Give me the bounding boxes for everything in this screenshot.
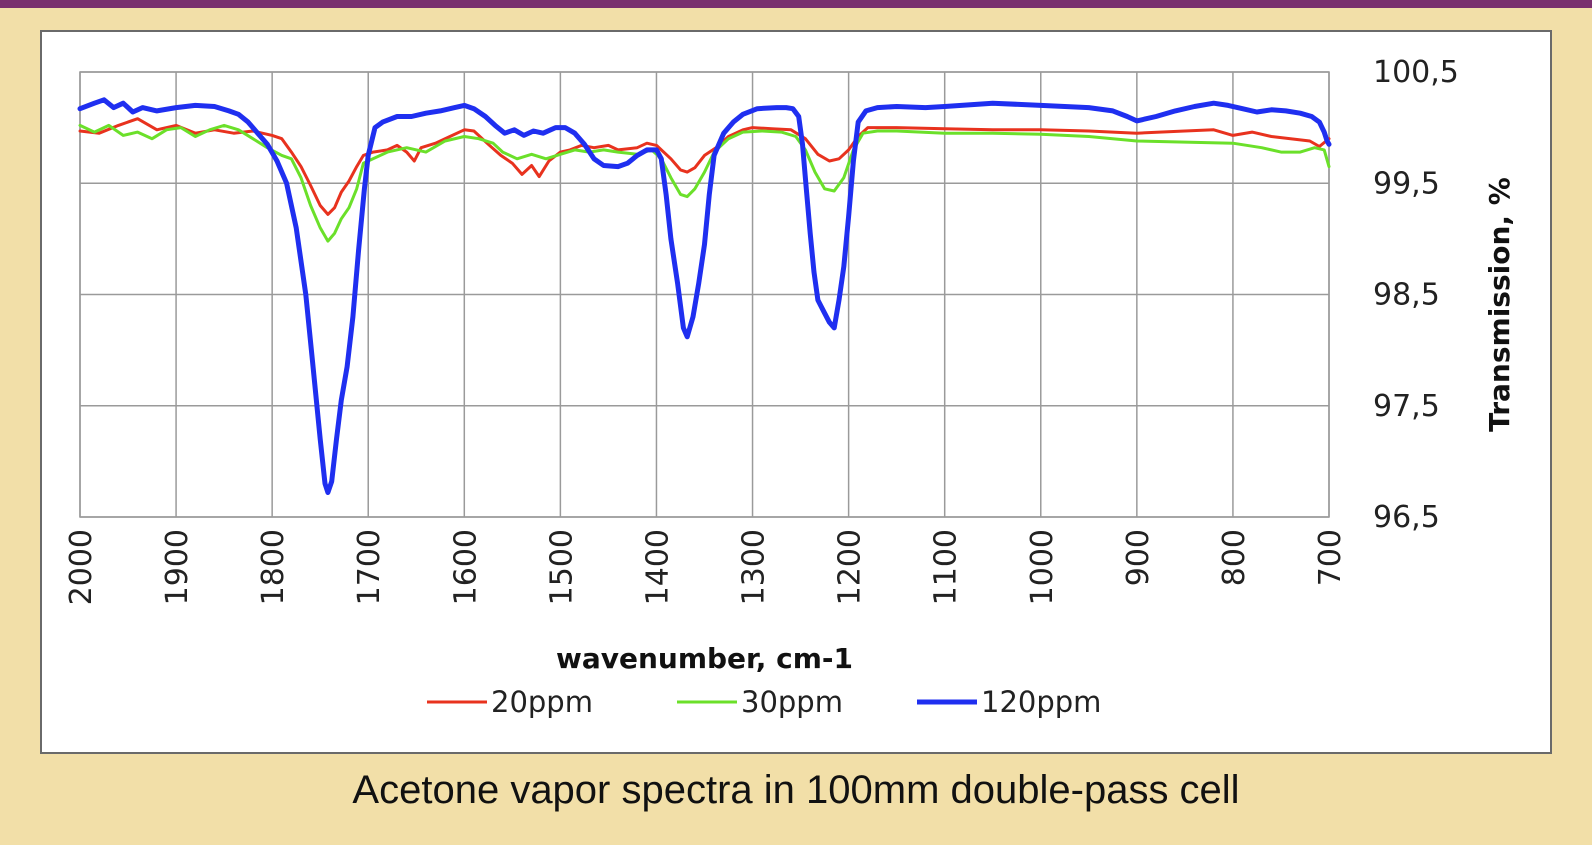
x-tick-label: 1000 [1025,529,1060,605]
grid-lines [79,71,1330,518]
x-tick-label: 2000 [64,529,99,605]
x-tick-label: 1200 [833,529,868,605]
series-line-120ppm [77,97,1332,495]
y-axis-label: Transmission, % [1483,177,1516,432]
x-tick-label: 1600 [448,529,483,605]
series-line-30ppm [78,123,1331,243]
x-axis-label: wavenumber, cm-1 [556,642,853,675]
x-tick-label: 1100 [929,529,964,605]
x-tick-label: 700 [1313,529,1348,586]
x-tick-label: 1800 [256,529,291,605]
x-tick-label: 900 [1121,529,1156,586]
series-line-20ppm [78,117,1331,216]
y-tick-label: 100,5 [1373,55,1459,90]
y-tick-label: 97,5 [1373,389,1440,424]
chart-frame: 2000 1900 1800 1700 1600 1500 1400 1300 1200 1100… [40,30,1552,754]
top-border-bar [0,0,1592,8]
legend-label-120ppm: 120ppm [981,685,1101,719]
x-tick-label: 1400 [640,529,675,605]
y-tick-label: 99,5 [1373,166,1440,201]
y-tick-label: 96,5 [1373,500,1440,535]
series-lines [77,97,1332,495]
plot-area-border [79,71,1330,518]
figure-caption: Acetone vapor spectra in 100mm double-pa… [352,768,1240,812]
legend-label-20ppm: 20ppm [491,685,593,719]
x-tick-label: 800 [1217,529,1252,586]
legend-label-30ppm: 30ppm [741,685,843,719]
x-tick-label: 1700 [352,529,387,605]
x-tick-label: 1300 [737,529,772,605]
axes: 2000 1900 1800 1700 1600 1500 1400 1300 1200 1100… [64,55,1516,675]
x-tick-label: 1500 [544,529,579,605]
x-tick-label: 1900 [160,529,195,605]
y-tick-label: 98,5 [1373,278,1440,313]
spectra-chart: 2000 1900 1800 1700 1600 1500 1400 1300 1200 1100… [64,55,1516,719]
legend: 20ppm 30ppm 120ppm [427,685,1101,719]
